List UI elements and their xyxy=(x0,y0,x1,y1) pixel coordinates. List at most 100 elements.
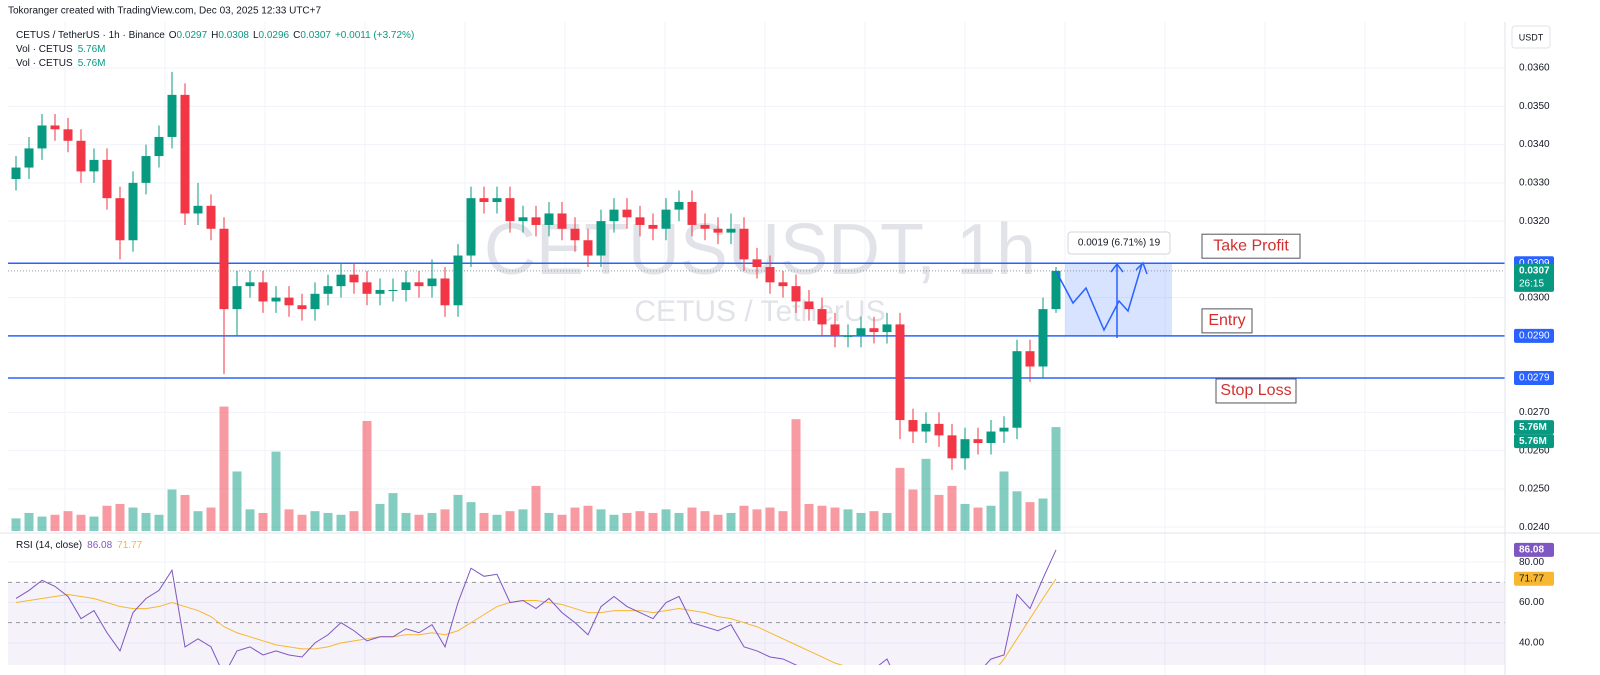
volume-bar xyxy=(544,512,554,531)
candle-body xyxy=(531,217,541,225)
candle-body xyxy=(141,156,151,183)
legend-name: RSI (14, close) xyxy=(16,540,82,551)
volume-bar xyxy=(193,511,203,531)
candle-body xyxy=(856,328,866,336)
volume-bar xyxy=(622,512,632,531)
y-tick-label: 0.0300 xyxy=(1519,292,1550,303)
volume-bar xyxy=(375,503,385,531)
ohlc-value: 0.0297 xyxy=(177,30,208,41)
volume-bar xyxy=(427,512,437,531)
volume-layer xyxy=(11,406,1061,531)
volume-bar xyxy=(609,514,619,531)
candle-body xyxy=(11,167,21,180)
volume-bar xyxy=(50,514,60,531)
rsi-axis-label: 86.08 xyxy=(1519,545,1544,556)
volume-bar xyxy=(570,507,580,531)
volume-bar xyxy=(362,420,372,531)
ohlc-key: C xyxy=(293,30,300,41)
volume-bar xyxy=(1012,491,1022,531)
candle-body xyxy=(908,420,918,432)
watermark-title: CETUSUSDT, 1h xyxy=(484,210,1036,290)
candle-body xyxy=(219,228,229,310)
candle-body xyxy=(934,423,944,436)
symbol: CETUS / TetherUS · 1h · Binance xyxy=(16,30,165,41)
zigzag xyxy=(1055,263,1143,332)
current-price-box xyxy=(1514,263,1554,292)
measure-area xyxy=(1065,263,1172,336)
candle-body xyxy=(154,136,164,157)
volume-bar xyxy=(999,471,1009,531)
candle-body xyxy=(973,439,983,444)
volume-bar xyxy=(687,507,697,531)
legend-value: 5.76M xyxy=(78,58,106,69)
level-box xyxy=(1201,233,1301,259)
watermark-subtitle: CETUS / TetherUS xyxy=(634,295,885,328)
candle-body xyxy=(622,209,632,218)
rsi-legend: RSI (14, close) 86.08 71.77 xyxy=(16,540,143,551)
volume-bar xyxy=(635,511,645,531)
candle-body xyxy=(427,278,437,287)
candle-body xyxy=(193,205,203,214)
candle-body xyxy=(50,125,60,130)
volume-axis-box xyxy=(1514,420,1554,435)
candle-body xyxy=(713,228,723,233)
volume-bar xyxy=(648,512,658,531)
measure-label: 0.0019 (6.71%) 19 xyxy=(1078,238,1161,249)
volume-bar xyxy=(440,509,450,531)
volume-bar xyxy=(986,505,996,531)
candle-body xyxy=(492,198,502,202)
volume-bar xyxy=(336,514,346,531)
volume-bar xyxy=(791,419,801,531)
volume-bar xyxy=(180,494,190,531)
volume-bar xyxy=(869,511,879,531)
volume-bar xyxy=(921,458,931,531)
candle-body xyxy=(817,309,827,325)
level-name: Take Profit xyxy=(1213,237,1289,254)
legend-name: Vol · CETUS xyxy=(16,44,73,55)
volume-bar xyxy=(388,493,398,531)
volume-bar xyxy=(804,503,814,531)
candle-body xyxy=(544,213,554,225)
legend-value: 5.76M xyxy=(78,44,106,55)
candle-body xyxy=(453,255,463,306)
volume-axis-label: 5.76M xyxy=(1519,422,1547,433)
volume-bar xyxy=(102,505,112,531)
candle-body xyxy=(960,439,970,459)
currency: USDT xyxy=(1519,32,1544,42)
candle-body xyxy=(180,94,190,214)
candle-body xyxy=(869,328,879,333)
volume-bar xyxy=(531,485,541,531)
ohlc-key: L xyxy=(253,30,259,41)
y-tick-label: 0.0270 xyxy=(1519,407,1550,418)
volume-bar xyxy=(557,514,567,531)
volume-bar xyxy=(37,516,47,531)
candle-body xyxy=(1051,270,1061,310)
candle-body xyxy=(791,286,801,302)
volume-bar xyxy=(479,512,489,531)
volume-bar xyxy=(284,509,294,531)
volume-bar xyxy=(908,489,918,531)
volume-bar xyxy=(960,503,970,531)
candle-body xyxy=(726,228,736,233)
candle-body xyxy=(206,205,216,229)
volume-bar xyxy=(973,507,983,531)
rsi-ma-axis-label: 71.77 xyxy=(1519,573,1544,584)
volume-bar xyxy=(843,509,853,531)
candle-body xyxy=(336,274,346,287)
volume-bar xyxy=(245,509,255,531)
candle-body xyxy=(76,140,86,172)
candles xyxy=(11,71,1061,470)
ohlc-value: 0.0296 xyxy=(259,30,290,41)
candle-body xyxy=(401,282,411,290)
candle-body xyxy=(271,297,281,302)
level-box xyxy=(1215,378,1297,404)
level-axis-label: 0.0279 xyxy=(1519,373,1550,384)
candle-body xyxy=(1038,309,1048,367)
measure-box xyxy=(1067,231,1171,255)
volume-bar xyxy=(141,512,151,531)
volume-bar xyxy=(778,511,788,531)
legend-value: 71.77 xyxy=(117,540,142,551)
candle-body xyxy=(947,435,957,459)
volume-bar xyxy=(414,514,424,531)
